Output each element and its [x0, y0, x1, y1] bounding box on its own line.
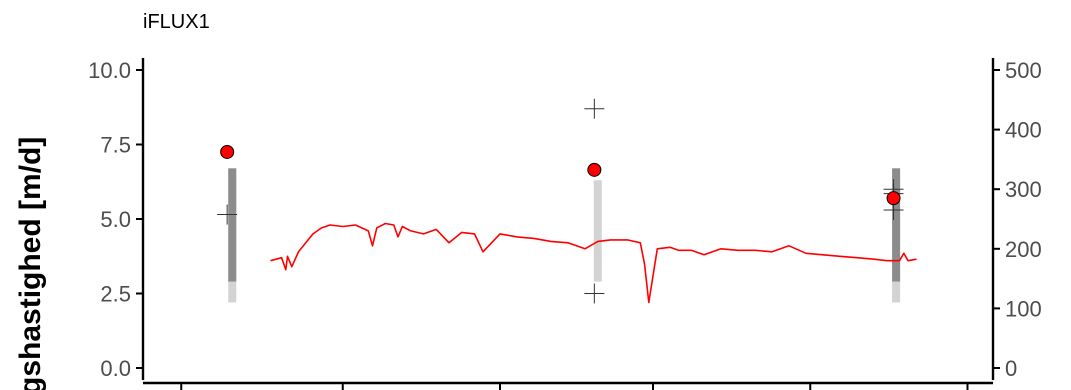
y-tick-label-left: 5.0 — [100, 207, 131, 232]
point-markers — [220, 144, 901, 206]
range-bar-dark — [892, 168, 901, 282]
y-tick-label-left: 2.5 — [100, 282, 131, 307]
y-tick-label-right: 500 — [1005, 58, 1042, 83]
y-tick-label-left: 10.0 — [88, 58, 131, 83]
y-axis-label: gshastighed [m/d] — [14, 137, 47, 390]
range-bars-dark — [228, 168, 901, 282]
y-tick-label-right: 100 — [1005, 296, 1042, 321]
y-tick-label-right: 0 — [1005, 356, 1017, 381]
cross-marker — [584, 283, 605, 304]
axes: 0.0 2.5 5.0 7.5 10.0 0 100 200 300 400 500 — [88, 58, 1042, 390]
cross-marker — [584, 98, 605, 119]
range-bar-dark — [228, 168, 237, 282]
cross-marker — [217, 204, 238, 225]
flux-series-line — [270, 222, 917, 304]
y-tick-label-left: 7.5 — [100, 133, 131, 158]
series-line — [270, 222, 917, 304]
chart-title: iFLUX1 — [143, 11, 210, 33]
range-bars-light — [228, 168, 901, 303]
y-tick-label-right: 400 — [1005, 118, 1042, 143]
cross-markers — [217, 98, 904, 304]
y-tick-label-left: 0.0 — [100, 356, 131, 381]
range-bar-light — [593, 180, 602, 282]
data-point — [587, 162, 602, 177]
y-tick-label-right: 300 — [1005, 177, 1042, 202]
y-tick-label-right: 200 — [1005, 237, 1042, 262]
data-point — [220, 144, 235, 159]
data-point — [886, 191, 901, 206]
